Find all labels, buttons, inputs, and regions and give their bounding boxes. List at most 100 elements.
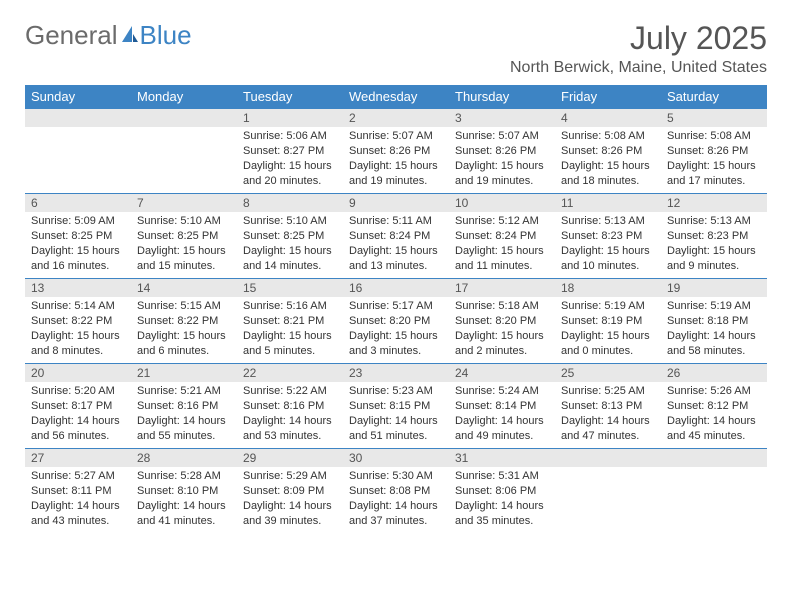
day-content: Sunrise: 5:09 AMSunset: 8:25 PMDaylight:…	[25, 212, 131, 275]
sunrise-text: Sunrise: 5:13 AM	[561, 214, 655, 229]
sunrise-text: Sunrise: 5:12 AM	[455, 214, 549, 229]
day-number: 11	[555, 194, 661, 212]
daylight-text: Daylight: 15 hours and 15 minutes.	[137, 244, 231, 274]
calendar-day-cell: 5Sunrise: 5:08 AMSunset: 8:26 PMDaylight…	[661, 109, 767, 194]
calendar-day-cell: 20Sunrise: 5:20 AMSunset: 8:17 PMDayligh…	[25, 364, 131, 449]
sunset-text: Sunset: 8:10 PM	[137, 484, 231, 499]
calendar-day-cell: 9Sunrise: 5:11 AMSunset: 8:24 PMDaylight…	[343, 194, 449, 279]
calendar-day-cell: 7Sunrise: 5:10 AMSunset: 8:25 PMDaylight…	[131, 194, 237, 279]
sunset-text: Sunset: 8:25 PM	[243, 229, 337, 244]
daylight-text: Daylight: 15 hours and 2 minutes.	[455, 329, 549, 359]
calendar-day-cell	[131, 109, 237, 194]
day-content: Sunrise: 5:22 AMSunset: 8:16 PMDaylight:…	[237, 382, 343, 445]
day-content: Sunrise: 5:15 AMSunset: 8:22 PMDaylight:…	[131, 297, 237, 360]
sunset-text: Sunset: 8:20 PM	[349, 314, 443, 329]
sunset-text: Sunset: 8:18 PM	[667, 314, 761, 329]
sunrise-text: Sunrise: 5:09 AM	[31, 214, 125, 229]
day-content: Sunrise: 5:21 AMSunset: 8:16 PMDaylight:…	[131, 382, 237, 445]
sunrise-text: Sunrise: 5:11 AM	[349, 214, 443, 229]
daylight-text: Daylight: 15 hours and 8 minutes.	[31, 329, 125, 359]
day-number: 26	[661, 364, 767, 382]
calendar-week-row: 1Sunrise: 5:06 AMSunset: 8:27 PMDaylight…	[25, 109, 767, 194]
daylight-text: Daylight: 14 hours and 56 minutes.	[31, 414, 125, 444]
logo-sail-icon	[120, 20, 140, 51]
day-content: Sunrise: 5:26 AMSunset: 8:12 PMDaylight:…	[661, 382, 767, 445]
day-number: 9	[343, 194, 449, 212]
day-content: Sunrise: 5:19 AMSunset: 8:18 PMDaylight:…	[661, 297, 767, 360]
weekday-header: Sunday	[25, 85, 131, 109]
day-content: Sunrise: 5:16 AMSunset: 8:21 PMDaylight:…	[237, 297, 343, 360]
daylight-text: Daylight: 14 hours and 49 minutes.	[455, 414, 549, 444]
day-number: 19	[661, 279, 767, 297]
day-number: 27	[25, 449, 131, 467]
sunset-text: Sunset: 8:21 PM	[243, 314, 337, 329]
sunrise-text: Sunrise: 5:24 AM	[455, 384, 549, 399]
day-number: 16	[343, 279, 449, 297]
calendar-week-row: 6Sunrise: 5:09 AMSunset: 8:25 PMDaylight…	[25, 194, 767, 279]
calendar-day-cell: 27Sunrise: 5:27 AMSunset: 8:11 PMDayligh…	[25, 449, 131, 534]
calendar-day-cell: 23Sunrise: 5:23 AMSunset: 8:15 PMDayligh…	[343, 364, 449, 449]
sunrise-text: Sunrise: 5:17 AM	[349, 299, 443, 314]
sunset-text: Sunset: 8:19 PM	[561, 314, 655, 329]
day-number: 31	[449, 449, 555, 467]
day-number	[131, 109, 237, 127]
location: North Berwick, Maine, United States	[510, 59, 767, 77]
daylight-text: Daylight: 14 hours and 51 minutes.	[349, 414, 443, 444]
sunrise-text: Sunrise: 5:16 AM	[243, 299, 337, 314]
calendar-day-cell: 8Sunrise: 5:10 AMSunset: 8:25 PMDaylight…	[237, 194, 343, 279]
sunrise-text: Sunrise: 5:28 AM	[137, 469, 231, 484]
calendar-day-cell: 11Sunrise: 5:13 AMSunset: 8:23 PMDayligh…	[555, 194, 661, 279]
day-number: 17	[449, 279, 555, 297]
daylight-text: Daylight: 15 hours and 11 minutes.	[455, 244, 549, 274]
day-number: 30	[343, 449, 449, 467]
day-content: Sunrise: 5:07 AMSunset: 8:26 PMDaylight:…	[343, 127, 449, 190]
daylight-text: Daylight: 14 hours and 53 minutes.	[243, 414, 337, 444]
day-number: 13	[25, 279, 131, 297]
weekday-header: Friday	[555, 85, 661, 109]
day-number: 3	[449, 109, 555, 127]
day-content: Sunrise: 5:08 AMSunset: 8:26 PMDaylight:…	[555, 127, 661, 190]
day-number: 2	[343, 109, 449, 127]
sunrise-text: Sunrise: 5:10 AM	[243, 214, 337, 229]
day-number: 24	[449, 364, 555, 382]
day-number: 10	[449, 194, 555, 212]
sunrise-text: Sunrise: 5:19 AM	[561, 299, 655, 314]
daylight-text: Daylight: 14 hours and 55 minutes.	[137, 414, 231, 444]
sunset-text: Sunset: 8:15 PM	[349, 399, 443, 414]
day-content: Sunrise: 5:27 AMSunset: 8:11 PMDaylight:…	[25, 467, 131, 530]
calendar-day-cell: 30Sunrise: 5:30 AMSunset: 8:08 PMDayligh…	[343, 449, 449, 534]
calendar-day-cell: 13Sunrise: 5:14 AMSunset: 8:22 PMDayligh…	[25, 279, 131, 364]
logo-text-blue: Blue	[140, 20, 192, 51]
day-content: Sunrise: 5:31 AMSunset: 8:06 PMDaylight:…	[449, 467, 555, 530]
sunrise-text: Sunrise: 5:30 AM	[349, 469, 443, 484]
sunrise-text: Sunrise: 5:15 AM	[137, 299, 231, 314]
weekday-header: Monday	[131, 85, 237, 109]
calendar-day-cell: 22Sunrise: 5:22 AMSunset: 8:16 PMDayligh…	[237, 364, 343, 449]
sunrise-text: Sunrise: 5:14 AM	[31, 299, 125, 314]
sunrise-text: Sunrise: 5:06 AM	[243, 129, 337, 144]
day-number: 20	[25, 364, 131, 382]
daylight-text: Daylight: 15 hours and 19 minutes.	[349, 159, 443, 189]
sunset-text: Sunset: 8:23 PM	[561, 229, 655, 244]
day-content: Sunrise: 5:19 AMSunset: 8:19 PMDaylight:…	[555, 297, 661, 360]
logo-text-general: General	[25, 20, 118, 51]
calendar-day-cell: 14Sunrise: 5:15 AMSunset: 8:22 PMDayligh…	[131, 279, 237, 364]
calendar-day-cell: 19Sunrise: 5:19 AMSunset: 8:18 PMDayligh…	[661, 279, 767, 364]
sunrise-text: Sunrise: 5:31 AM	[455, 469, 549, 484]
sunset-text: Sunset: 8:13 PM	[561, 399, 655, 414]
calendar-day-cell: 29Sunrise: 5:29 AMSunset: 8:09 PMDayligh…	[237, 449, 343, 534]
calendar-day-cell: 1Sunrise: 5:06 AMSunset: 8:27 PMDaylight…	[237, 109, 343, 194]
calendar-day-cell: 2Sunrise: 5:07 AMSunset: 8:26 PMDaylight…	[343, 109, 449, 194]
sunset-text: Sunset: 8:08 PM	[349, 484, 443, 499]
sunrise-text: Sunrise: 5:27 AM	[31, 469, 125, 484]
daylight-text: Daylight: 14 hours and 45 minutes.	[667, 414, 761, 444]
day-number	[555, 449, 661, 467]
sunrise-text: Sunrise: 5:21 AM	[137, 384, 231, 399]
calendar-week-row: 27Sunrise: 5:27 AMSunset: 8:11 PMDayligh…	[25, 449, 767, 534]
sunrise-text: Sunrise: 5:13 AM	[667, 214, 761, 229]
sunset-text: Sunset: 8:23 PM	[667, 229, 761, 244]
day-content: Sunrise: 5:29 AMSunset: 8:09 PMDaylight:…	[237, 467, 343, 530]
sunrise-text: Sunrise: 5:26 AM	[667, 384, 761, 399]
day-number: 5	[661, 109, 767, 127]
sunset-text: Sunset: 8:06 PM	[455, 484, 549, 499]
